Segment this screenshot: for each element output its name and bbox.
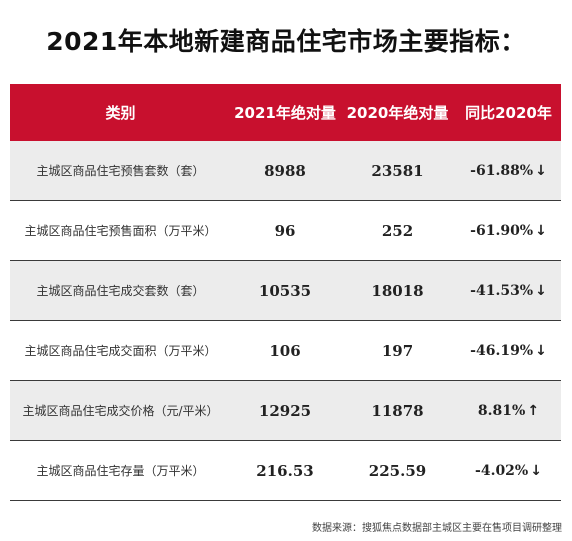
change-value: -61.90% <box>470 222 534 239</box>
arrow-down-icon: ↓ <box>535 162 547 179</box>
change-value: -61.88% <box>470 162 534 179</box>
table-row: 主城区商品住宅预售面积（万平米） 96 252 -61.90% ↓ <box>10 200 561 261</box>
table-row: 主城区商品住宅成交价格（元/平米） 12925 11878 8.81% ↑ <box>10 380 561 441</box>
table-row: 主城区商品住宅存量（万平米） 216.53 225.59 -4.02% ↓ <box>10 440 561 501</box>
row-value-2020: 18018 <box>339 260 456 321</box>
source-note: 数据来源：搜狐焦点数据部主城区主要在售项目调研整理 <box>312 523 562 534</box>
arrow-down-icon: ↓ <box>530 462 542 479</box>
table-row: 主城区商品住宅预售套数（套） 8988 23581 -61.88% ↓ <box>10 141 561 201</box>
column-header-yoy: 同比2020年 <box>456 84 561 141</box>
row-change: -61.88% ↓ <box>456 141 561 201</box>
row-value-2021: 10535 <box>231 260 339 321</box>
table-row: 主城区商品住宅成交套数（套） 10535 18018 -41.53% ↓ <box>10 260 561 321</box>
row-category: 主城区商品住宅预售套数（套） <box>10 141 231 201</box>
column-header-2021: 2021年绝对量 <box>231 84 339 141</box>
row-category: 主城区商品住宅成交价格（元/平米） <box>10 380 231 441</box>
row-change: 8.81% ↑ <box>456 380 561 441</box>
row-category: 主城区商品住宅存量（万平米） <box>10 440 231 501</box>
column-header-2020: 2020年绝对量 <box>339 84 456 141</box>
row-category: 主城区商品住宅预售面积（万平米） <box>10 200 231 261</box>
row-change: -41.53% ↓ <box>456 260 561 321</box>
row-value-2020: 23581 <box>339 141 456 201</box>
arrow-down-icon: ↓ <box>535 222 547 239</box>
indicator-table: 类别 2021年绝对量 2020年绝对量 同比2020年 主城区商品住宅预售套数… <box>10 84 561 501</box>
change-value: -4.02% <box>475 462 529 479</box>
row-category: 主城区商品住宅成交面积（万平米） <box>10 320 231 381</box>
row-category: 主城区商品住宅成交套数（套） <box>10 260 231 321</box>
arrow-down-icon: ↓ <box>535 342 547 359</box>
change-value: 8.81% <box>477 402 526 419</box>
change-value: -41.53% <box>470 282 534 299</box>
table-row: 主城区商品住宅成交面积（万平米） 106 197 -46.19% ↓ <box>10 320 561 381</box>
row-change: -4.02% ↓ <box>456 440 561 501</box>
row-value-2021: 96 <box>231 200 339 261</box>
row-change: -61.90% ↓ <box>456 200 561 261</box>
row-value-2020: 252 <box>339 200 456 261</box>
row-value-2021: 216.53 <box>231 440 339 501</box>
row-value-2021: 12925 <box>231 380 339 441</box>
row-value-2021: 8988 <box>231 141 339 201</box>
column-header-category: 类别 <box>10 84 231 141</box>
arrow-down-icon: ↓ <box>535 282 547 299</box>
change-value: -46.19% <box>470 342 534 359</box>
row-value-2020: 225.59 <box>339 440 456 501</box>
arrow-up-icon: ↑ <box>527 402 540 419</box>
row-value-2020: 197 <box>339 320 456 381</box>
page-title: 2021年本地新建商品住宅市场主要指标： <box>46 27 526 56</box>
row-value-2021: 106 <box>231 320 339 381</box>
table-header-row: 类别 2021年绝对量 2020年绝对量 同比2020年 <box>10 84 561 141</box>
row-change: -46.19% ↓ <box>456 320 561 381</box>
row-value-2020: 11878 <box>339 380 456 441</box>
